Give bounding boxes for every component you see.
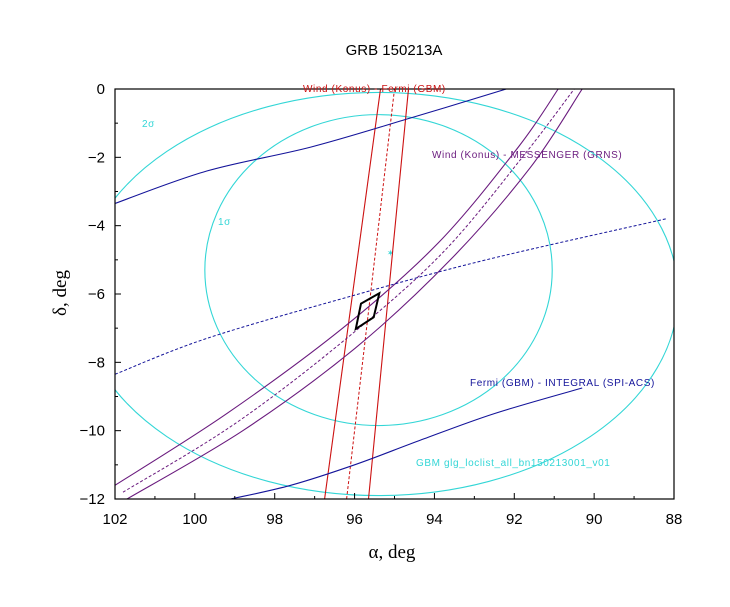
plot-area: ✶ (115, 89, 674, 499)
x-tick-label: 88 (666, 511, 683, 528)
x-tick-label: 96 (346, 511, 363, 528)
y-axis-label: δ, deg (50, 270, 71, 316)
chart-title: GRB 150213A (346, 42, 443, 59)
annotation-2sigma: 2σ (142, 119, 155, 130)
fermi-integral-annulus-bound-1 (115, 89, 507, 205)
localization-box (354, 291, 381, 332)
x-tick-label: 102 (102, 511, 127, 528)
gbm-center-marker: ✶ (387, 249, 395, 259)
konus-messenger-annulus-bound-2 (126, 89, 583, 499)
konus-messenger-annulus-center (122, 89, 575, 493)
gbm-contour-2sigma (115, 91, 674, 497)
x-tick-label: 92 (506, 511, 523, 528)
fermi-integral-annulus-bound-2 (230, 387, 583, 499)
fermi-integral-annulus-center (115, 218, 667, 375)
annotation-1sigma: 1σ (218, 217, 231, 228)
konus-messenger-annulus-bound-1 (115, 89, 559, 486)
annotation-konus-fermi: Wind (Konus) - Fermi (GBM) (303, 84, 446, 95)
x-tick-label: 100 (182, 511, 207, 528)
y-tick-label: −12 (80, 491, 105, 508)
konus-fermi-annulus-bound-2 (367, 89, 410, 499)
y-tick-label: −8 (88, 354, 105, 371)
x-axis: 102 100 98 96 94 92 90 88 (102, 493, 682, 528)
y-tick-label: −2 (88, 149, 105, 166)
gbm-contour-1sigma (204, 114, 553, 427)
konus-fermi-annulus-bound-1 (324, 89, 382, 499)
y-tick-label: −4 (88, 218, 105, 235)
y-tick-label: 0 (97, 81, 105, 98)
konus-fermi-annulus-center (346, 89, 395, 499)
annotation-gbm-loclist: GBM glg_loclist_all_bn150213001_v01 (416, 458, 610, 469)
x-tick-label: 94 (426, 511, 443, 528)
annotation-konus-messenger: Wind (Konus) - MESSENGER (GRNS) (432, 150, 622, 161)
y-axis: 0 −2 −4 −6 −8 −10 −12 (80, 81, 121, 508)
x-axis-label: α, deg (369, 542, 416, 563)
y-tick-label: −10 (80, 423, 105, 440)
y-tick-label: −6 (88, 286, 105, 303)
x-tick-label: 90 (586, 511, 603, 528)
annotation-fermi-integral: Fermi (GBM) - INTEGRAL (SPI-ACS) (470, 378, 655, 389)
x-tick-label: 98 (266, 511, 283, 528)
